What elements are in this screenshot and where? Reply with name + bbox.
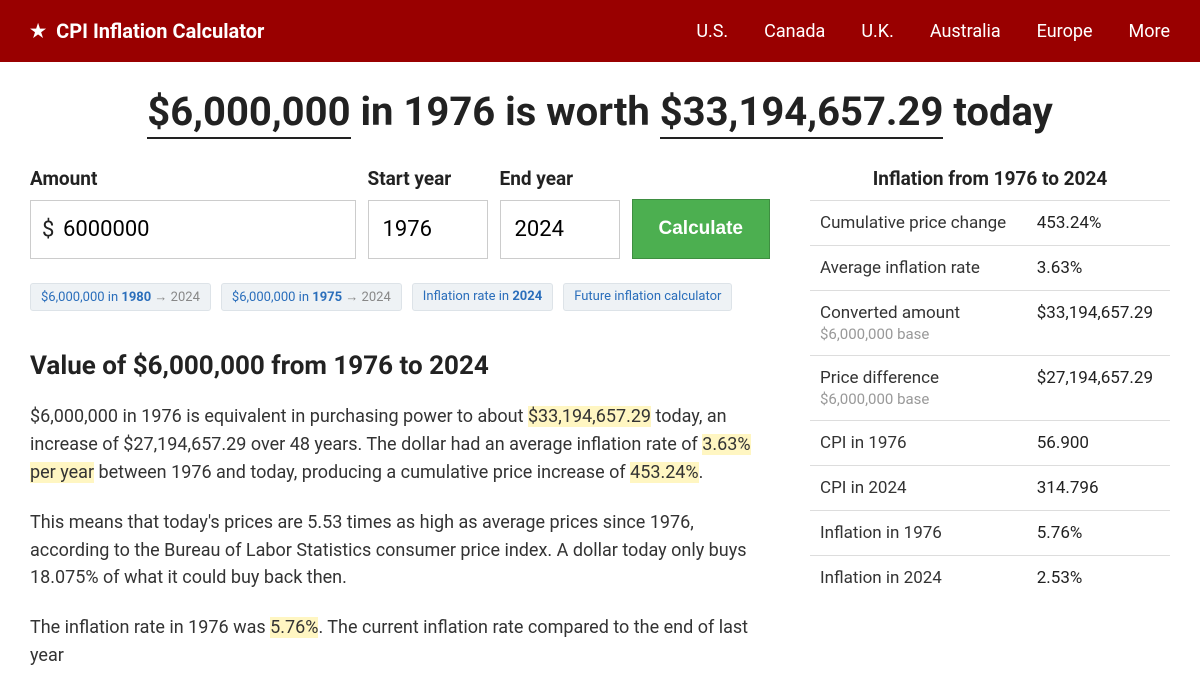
chip-future[interactable]: Future inflation calculator <box>563 283 732 311</box>
stat-value: $27,194,657.29 <box>1027 356 1170 421</box>
stat-row: Inflation in 19765.76% <box>810 511 1170 556</box>
amount-input[interactable] <box>30 200 356 259</box>
stat-label: Converted amount$6,000,000 base <box>810 291 1027 356</box>
nav-us[interactable]: U.S. <box>696 21 728 42</box>
inflation-sidebar: Inflation from 1976 to 2024 Cumulative p… <box>810 167 1170 692</box>
stat-row: Average inflation rate3.63% <box>810 246 1170 291</box>
stat-row: Cumulative price change453.24% <box>810 201 1170 246</box>
stat-value: $33,194,657.29 <box>1027 291 1170 356</box>
nav-uk[interactable]: U.K. <box>861 21 893 42</box>
stat-sublabel: $6,000,000 base <box>820 390 1017 408</box>
brand-text: CPI Inflation Calculator <box>56 19 264 43</box>
stat-label: Cumulative price change <box>810 201 1027 246</box>
chip-1980[interactable]: $6,000,000 in 1980 → 2024 <box>30 283 211 311</box>
stat-sublabel: $6,000,000 base <box>820 325 1017 343</box>
brand[interactable]: ★ CPI Inflation Calculator <box>30 19 264 43</box>
stat-value: 5.76% <box>1027 511 1170 556</box>
headline: $6,000,000 in 1976 is worth $33,194,657.… <box>30 88 1170 135</box>
star-icon: ★ <box>30 21 46 42</box>
nav-canada[interactable]: Canada <box>764 21 825 42</box>
headline-mid2: today <box>943 88 1052 135</box>
stat-value: 453.24% <box>1027 201 1170 246</box>
stat-value: 3.63% <box>1027 246 1170 291</box>
amount-label: Amount <box>30 167 356 190</box>
stat-row: Converted amount$6,000,000 base$33,194,6… <box>810 291 1170 356</box>
stat-label: Inflation in 1976 <box>810 511 1027 556</box>
end-year-input[interactable] <box>500 200 620 259</box>
paragraph-3: The inflation rate in 1976 was 5.76%. Th… <box>30 614 770 670</box>
paragraph-1: $6,000,000 in 1976 is equivalent in purc… <box>30 403 770 487</box>
currency-prefix: $ <box>42 217 54 242</box>
stat-value: 314.796 <box>1027 466 1170 511</box>
stat-row: Inflation in 20242.53% <box>810 556 1170 601</box>
section-title: Value of $6,000,000 from 1976 to 2024 <box>30 351 770 381</box>
primary-nav: U.S. Canada U.K. Australia Europe More <box>696 21 1170 42</box>
end-year-label: End year <box>500 167 620 190</box>
nav-europe[interactable]: Europe <box>1037 21 1093 42</box>
calculate-button[interactable]: Calculate <box>632 199 770 259</box>
stat-row: CPI in 197656.900 <box>810 421 1170 466</box>
start-year-input[interactable] <box>368 200 488 259</box>
stat-label: CPI in 1976 <box>810 421 1027 466</box>
stat-label: Price difference$6,000,000 base <box>810 356 1027 421</box>
stat-row: Price difference$6,000,000 base$27,194,6… <box>810 356 1170 421</box>
headline-amount: $6,000,000 <box>147 88 350 139</box>
stat-value: 2.53% <box>1027 556 1170 601</box>
chip-1975[interactable]: $6,000,000 in 1975 → 2024 <box>221 283 402 311</box>
stat-label: Average inflation rate <box>810 246 1027 291</box>
nav-australia[interactable]: Australia <box>930 21 1001 42</box>
headline-mid1: in 1976 is worth <box>351 88 660 135</box>
headline-result: $33,194,657.29 <box>660 88 944 139</box>
stat-value: 56.900 <box>1027 421 1170 466</box>
stat-row: CPI in 2024314.796 <box>810 466 1170 511</box>
related-chips: $6,000,000 in 1980 → 2024 $6,000,000 in … <box>30 283 770 311</box>
sidebar-title: Inflation from 1976 to 2024 <box>810 167 1170 190</box>
stats-table: Cumulative price change453.24%Average in… <box>810 200 1170 600</box>
chip-rate-2024[interactable]: Inflation rate in 2024 <box>412 283 553 311</box>
site-header: ★ CPI Inflation Calculator U.S. Canada U… <box>0 0 1200 62</box>
paragraph-2: This means that today's prices are 5.53 … <box>30 509 770 593</box>
stat-label: Inflation in 2024 <box>810 556 1027 601</box>
start-year-label: Start year <box>368 167 488 190</box>
nav-more[interactable]: More <box>1129 21 1170 42</box>
calculator-form: Amount $ Start year End year Calculate <box>30 167 770 259</box>
stat-label: CPI in 2024 <box>810 466 1027 511</box>
